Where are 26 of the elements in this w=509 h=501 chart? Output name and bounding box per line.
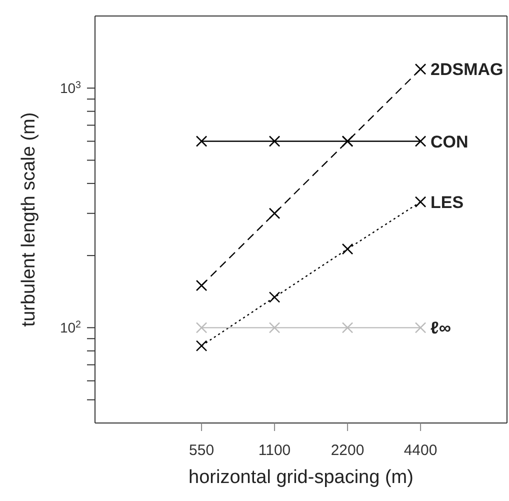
point: [268, 292, 280, 303]
x-axis-title: horizontal grid-spacing (m): [188, 467, 414, 488]
point: [414, 196, 426, 208]
point: [196, 322, 208, 334]
y-tick-label: 10$^{2}$: [60, 319, 81, 336]
series-label: CON: [430, 132, 468, 152]
series-label: LES: [430, 192, 464, 212]
x-tick-label: 550: [189, 442, 214, 459]
series-label: 2DSMAG: [430, 60, 504, 80]
point: [342, 322, 354, 334]
x-tick-label: 1100: [258, 442, 291, 459]
y-axis-title: turbulent length scale (m): [18, 112, 40, 327]
x-tick-label: 4400: [404, 442, 438, 459]
point: [414, 63, 426, 75]
point: [196, 280, 208, 292]
series-label: ℓ∞: [430, 318, 451, 338]
point: [268, 136, 280, 147]
point: [414, 322, 426, 334]
point: [342, 243, 354, 255]
y-tick-label: 10$^{3}$: [60, 80, 82, 96]
point: [268, 208, 280, 220]
point: [196, 136, 208, 147]
x-tick-label: 2200: [330, 442, 364, 459]
point: [196, 340, 208, 352]
point: [414, 136, 426, 147]
point: [268, 322, 280, 334]
